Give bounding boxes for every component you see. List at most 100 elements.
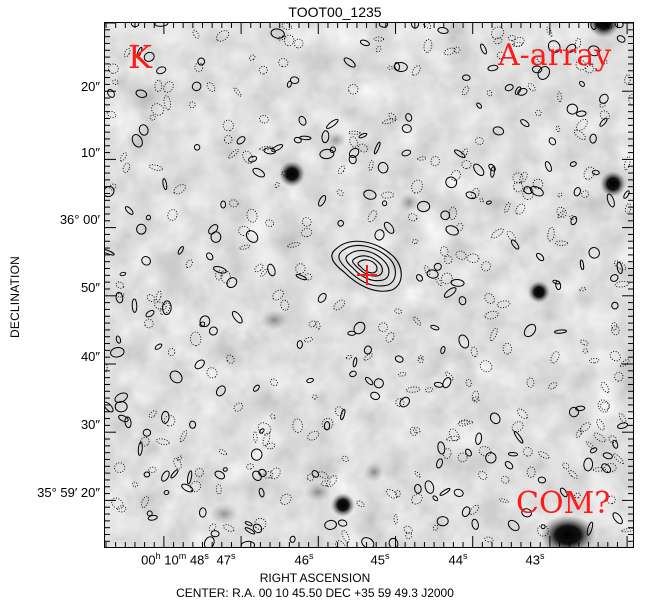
positive-contour bbox=[358, 132, 368, 139]
negative-contour bbox=[109, 183, 117, 191]
positive-contour bbox=[213, 265, 227, 274]
positive-contour bbox=[433, 262, 442, 271]
positive-contour bbox=[394, 61, 400, 71]
positive-contour bbox=[485, 452, 497, 464]
negative-contour bbox=[547, 227, 555, 242]
negative-contour bbox=[385, 488, 398, 499]
positive-contour bbox=[569, 161, 577, 167]
negative-contour bbox=[274, 181, 280, 188]
negative-contour bbox=[554, 240, 568, 246]
negative-contour bbox=[387, 65, 393, 71]
positive-contour bbox=[436, 458, 443, 469]
x-axis-label: RIGHT ASCENSION bbox=[259, 571, 371, 585]
positive-contour bbox=[507, 451, 519, 457]
positive-contour bbox=[214, 470, 226, 480]
positive-contour bbox=[215, 385, 226, 397]
negative-contour bbox=[345, 354, 353, 360]
negative-contour bbox=[281, 170, 293, 177]
negative-contour bbox=[574, 492, 581, 499]
positive-contour bbox=[432, 495, 439, 502]
negative-contour bbox=[614, 371, 624, 382]
negative-contour bbox=[469, 504, 480, 516]
negative-contour bbox=[131, 481, 139, 488]
negative-contour bbox=[611, 325, 620, 336]
negative-contour bbox=[489, 327, 498, 342]
positive-contour bbox=[531, 65, 543, 74]
positive-contour bbox=[445, 225, 459, 236]
positive-contour bbox=[138, 124, 149, 136]
positive-contour bbox=[547, 40, 561, 53]
positive-contour bbox=[521, 508, 533, 518]
negative-contour bbox=[407, 213, 418, 222]
negative-contour bbox=[233, 402, 244, 412]
positive-contour bbox=[222, 467, 228, 472]
positive-contour bbox=[189, 420, 197, 429]
negative-contour bbox=[292, 418, 303, 434]
negative-contour bbox=[604, 462, 617, 473]
negative-contour bbox=[478, 446, 492, 457]
positive-contour bbox=[599, 93, 609, 104]
positive-contour bbox=[373, 378, 384, 389]
negative-contour bbox=[307, 430, 320, 441]
positive-contour bbox=[136, 223, 147, 235]
positive-contour bbox=[145, 310, 155, 318]
positive-contour bbox=[250, 448, 263, 461]
negative-contour bbox=[512, 41, 524, 48]
negative-contour bbox=[375, 45, 382, 53]
positive-contour bbox=[135, 89, 148, 98]
negative-contour bbox=[238, 225, 251, 236]
negative-contour bbox=[444, 255, 453, 265]
faint-source bbox=[260, 310, 288, 330]
negative-contour bbox=[239, 244, 251, 250]
negative-contour bbox=[303, 336, 314, 343]
negative-contour bbox=[411, 493, 423, 505]
negative-contour bbox=[280, 299, 290, 311]
positive-contour bbox=[388, 537, 399, 548]
positive-contour bbox=[589, 133, 597, 144]
positive-contour bbox=[591, 169, 600, 176]
negative-contour bbox=[246, 208, 258, 223]
positive-contour bbox=[286, 80, 292, 88]
negative-contour bbox=[456, 222, 464, 232]
positive-contour bbox=[399, 396, 410, 408]
positive-contour bbox=[588, 247, 600, 259]
positive-contour bbox=[583, 457, 594, 472]
negative-contour bbox=[281, 22, 293, 30]
negative-contour bbox=[206, 367, 218, 379]
positive-contour bbox=[210, 231, 222, 243]
positive-contour bbox=[271, 144, 284, 152]
negative-contour bbox=[440, 246, 449, 257]
negative-contour bbox=[621, 527, 634, 533]
faint-source bbox=[364, 462, 384, 482]
negative-contour bbox=[444, 371, 454, 381]
negative-contour bbox=[356, 500, 365, 508]
negative-contour bbox=[461, 160, 472, 170]
x-tick-label: 00h 10m 48s bbox=[141, 551, 209, 568]
point-source bbox=[600, 171, 626, 197]
negative-contour bbox=[526, 466, 536, 478]
positive-contour bbox=[191, 81, 202, 92]
negative-contour bbox=[320, 480, 331, 487]
positive-contour bbox=[458, 296, 467, 306]
positive-contour bbox=[514, 86, 522, 95]
positive-contour bbox=[415, 274, 424, 282]
negative-contour bbox=[311, 394, 318, 400]
negative-contour bbox=[254, 263, 264, 273]
negative-contour bbox=[108, 63, 119, 74]
negative-contour bbox=[315, 320, 321, 330]
faint-source bbox=[399, 192, 419, 212]
positive-contour bbox=[359, 39, 370, 47]
positive-contour bbox=[156, 66, 167, 75]
positive-contour bbox=[471, 518, 479, 530]
positive-contour bbox=[480, 43, 487, 55]
y-tick-label: 40″ bbox=[80, 349, 100, 364]
positive-contour bbox=[161, 410, 170, 424]
positive-contour bbox=[248, 155, 258, 163]
positive-contour bbox=[458, 334, 470, 349]
negative-contour bbox=[455, 250, 467, 260]
x-tick-label: 46s bbox=[294, 551, 314, 568]
positive-contour bbox=[602, 452, 613, 460]
positive-contour bbox=[340, 408, 346, 421]
negative-contour bbox=[478, 470, 488, 481]
positive-contour bbox=[575, 405, 586, 412]
